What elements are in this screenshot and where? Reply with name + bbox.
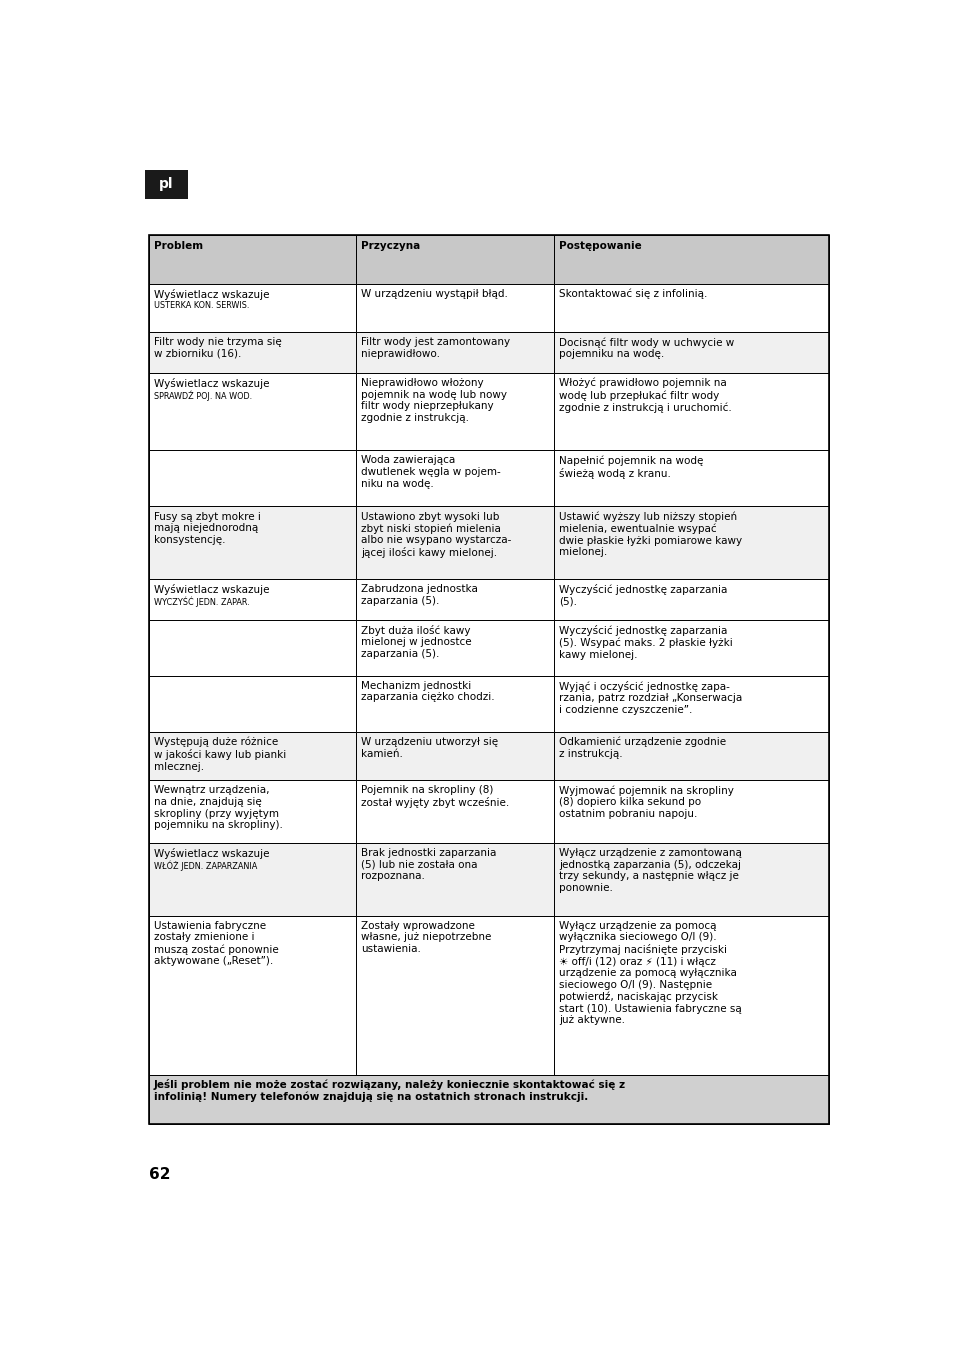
Text: Fusy są zbyt mokre i
mają niejednorodną
konsystencję.: Fusy są zbyt mokre i mają niejednorodną … <box>153 512 260 544</box>
Bar <box>149 580 355 620</box>
Text: Brak jednostki zaparzania
(5) lub nie została ona
rozpoznana.: Brak jednostki zaparzania (5) lub nie zo… <box>361 848 497 881</box>
Text: Wyświetlacz wskazuje: Wyświetlacz wskazuje <box>153 288 269 301</box>
Text: Zabrudzona jednostka
zaparzania (5).: Zabrudzona jednostka zaparzania (5). <box>361 584 477 605</box>
Bar <box>553 451 828 506</box>
Bar <box>355 332 553 372</box>
Text: pl: pl <box>159 177 173 191</box>
Text: Zbyt duża ilość kawy
mielonej w jednostce
zaparzania (5).: Zbyt duża ilość kawy mielonej w jednostc… <box>361 624 472 659</box>
Text: Nieprawidłowo włożony
pojemnik na wodę lub nowy
filtr wody nieprzepłukany
zgodni: Nieprawidłowo włożony pojemnik na wodę l… <box>361 378 507 422</box>
Text: W urządzeniu wystąpił błąd.: W urządzeniu wystąpił błąd. <box>361 288 508 299</box>
Bar <box>553 332 828 372</box>
Text: Wyświetlacz wskazuje: Wyświetlacz wskazuje <box>153 378 269 389</box>
Bar <box>149 915 355 1075</box>
Text: Wyświetlacz wskazuje: Wyświetlacz wskazuje <box>153 584 269 594</box>
Bar <box>355 372 553 451</box>
Text: USTERKA KON. SERWIS.: USTERKA KON. SERWIS. <box>153 301 249 310</box>
Text: Docisnąć filtr wody w uchwycie w
pojemniku na wodę.: Docisnąć filtr wody w uchwycie w pojemni… <box>558 337 733 359</box>
Text: Wyświetlacz wskazuje: Wyświetlacz wskazuje <box>153 848 269 860</box>
Bar <box>149 676 355 733</box>
Bar <box>553 236 828 284</box>
Text: Wewnątrz urządzenia,
na dnie, znajdują się
skropliny (przy wyjętym
pojemniku na : Wewnątrz urządzenia, na dnie, znajdują s… <box>153 785 283 830</box>
Bar <box>149 620 355 676</box>
Bar <box>149 844 355 915</box>
FancyBboxPatch shape <box>145 169 188 199</box>
Text: Występują duże różnice
w jakości kawy lub pianki
mlecznej.: Występują duże różnice w jakości kawy lu… <box>153 737 286 772</box>
Text: Ustawić wyższy lub niższy stopień
mielenia, ewentualnie wsypać
dwie płaskie łyżk: Ustawić wyższy lub niższy stopień mielen… <box>558 512 741 558</box>
Bar <box>553 780 828 844</box>
Text: Włożyć prawidłowo pojemnik na
wodę lub przepłukać filtr wody
zgodnie z instrukcj: Włożyć prawidłowo pojemnik na wodę lub p… <box>558 378 731 413</box>
Text: Filtr wody nie trzyma się
w zbiorniku (16).: Filtr wody nie trzyma się w zbiorniku (1… <box>153 337 281 359</box>
Text: Napełnić pojemnik na wodę
świeżą wodą z kranu.: Napełnić pojemnik na wodę świeżą wodą z … <box>558 455 702 479</box>
Bar <box>355 236 553 284</box>
Bar <box>149 236 355 284</box>
Bar <box>553 580 828 620</box>
Bar <box>355 780 553 844</box>
Text: WYCZYŚĆ JEDN. ZAPAR.: WYCZYŚĆ JEDN. ZAPAR. <box>153 596 250 607</box>
Bar <box>355 580 553 620</box>
Bar <box>149 1075 828 1124</box>
Bar <box>149 372 355 451</box>
Bar <box>355 451 553 506</box>
Bar <box>553 620 828 676</box>
Text: Postępowanie: Postępowanie <box>558 241 640 250</box>
Text: Mechanizm jednostki
zaparzania ciężko chodzi.: Mechanizm jednostki zaparzania ciężko ch… <box>361 681 495 703</box>
Text: Wyjmować pojemnik na skropliny
(8) dopiero kilka sekund po
ostatnim pobraniu nap: Wyjmować pojemnik na skropliny (8) dopie… <box>558 785 733 819</box>
Bar <box>149 332 355 372</box>
Bar <box>355 620 553 676</box>
Text: Skontaktować się z infolinią.: Skontaktować się z infolinią. <box>558 288 706 299</box>
Text: SPRAWDŹ POJ. NA WOD.: SPRAWDŹ POJ. NA WOD. <box>153 390 252 401</box>
Bar <box>149 236 828 1124</box>
Text: Przyczyna: Przyczyna <box>361 241 420 250</box>
Text: Wyczyścić jednostkę zaparzania
(5).: Wyczyścić jednostkę zaparzania (5). <box>558 584 726 607</box>
Text: Filtr wody jest zamontowany
nieprawidłowo.: Filtr wody jest zamontowany nieprawidłow… <box>361 337 510 359</box>
Text: Woda zawierająca
dwutlenek węgla w pojem-
niku na wodę.: Woda zawierająca dwutlenek węgla w pojem… <box>361 455 500 489</box>
Bar <box>553 915 828 1075</box>
Bar <box>355 915 553 1075</box>
Bar <box>149 733 355 780</box>
Bar <box>355 844 553 915</box>
Text: Wyczyścić jednostkę zaparzania
(5). Wsypać maks. 2 płaskie łyżki
kawy mielonej.: Wyczyścić jednostkę zaparzania (5). Wsyp… <box>558 624 732 659</box>
Bar <box>553 733 828 780</box>
Text: Jeśli problem nie może zostać rozwiązany, należy koniecznie skontaktować się z
i: Jeśli problem nie może zostać rozwiązany… <box>153 1079 625 1102</box>
Text: Pojemnik na skropliny (8)
został wyjęty zbyt wcześnie.: Pojemnik na skropliny (8) został wyjęty … <box>361 785 509 808</box>
Bar <box>149 780 355 844</box>
Text: Ustawiono zbyt wysoki lub
zbyt niski stopień mielenia
albo nie wsypano wystarcza: Ustawiono zbyt wysoki lub zbyt niski sto… <box>361 512 512 558</box>
Bar <box>355 676 553 733</box>
Bar <box>355 506 553 580</box>
Text: 62: 62 <box>149 1167 171 1182</box>
Text: Wyjąć i oczyścić jednostkę zapa-
rzania, patrz rozdział „Konserwacja
i codzienne: Wyjąć i oczyścić jednostkę zapa- rzania,… <box>558 681 741 715</box>
Bar <box>553 844 828 915</box>
Bar <box>553 676 828 733</box>
Text: Wyłącz urządzenie z zamontowaną
jednostką zaparzania (5), odczekaj
trzy sekundy,: Wyłącz urządzenie z zamontowaną jednostk… <box>558 848 740 894</box>
Text: Odkamienić urządzenie zgodnie
z instrukcją.: Odkamienić urządzenie zgodnie z instrukc… <box>558 737 725 760</box>
Bar <box>553 372 828 451</box>
Bar <box>149 506 355 580</box>
Bar <box>553 506 828 580</box>
Text: Problem: Problem <box>153 241 203 250</box>
Bar <box>149 451 355 506</box>
Bar <box>553 284 828 332</box>
Bar <box>355 733 553 780</box>
Text: WŁÓŻ JEDN. ZAPARZANIA: WŁÓŻ JEDN. ZAPARZANIA <box>153 860 257 871</box>
Text: W urządzeniu utworzył się
kamień.: W urządzeniu utworzył się kamień. <box>361 737 498 758</box>
Bar <box>355 284 553 332</box>
Text: Ustawienia fabryczne
zostały zmienione i
muszą zostać ponownie
aktywowane („Rese: Ustawienia fabryczne zostały zmienione i… <box>153 921 278 967</box>
Text: Wyłącz urządzenie za pomocą
wyłącznika sieciowego O/I (9).
Przytrzymaj naciśnięt: Wyłącz urządzenie za pomocą wyłącznika s… <box>558 921 740 1025</box>
Text: Zostały wprowadzone
własne, już niepotrzebne
ustawienia.: Zostały wprowadzone własne, już niepotrz… <box>361 921 492 955</box>
Bar <box>149 284 355 332</box>
